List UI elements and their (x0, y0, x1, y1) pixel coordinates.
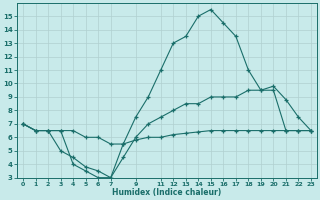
X-axis label: Humidex (Indice chaleur): Humidex (Indice chaleur) (112, 188, 222, 197)
